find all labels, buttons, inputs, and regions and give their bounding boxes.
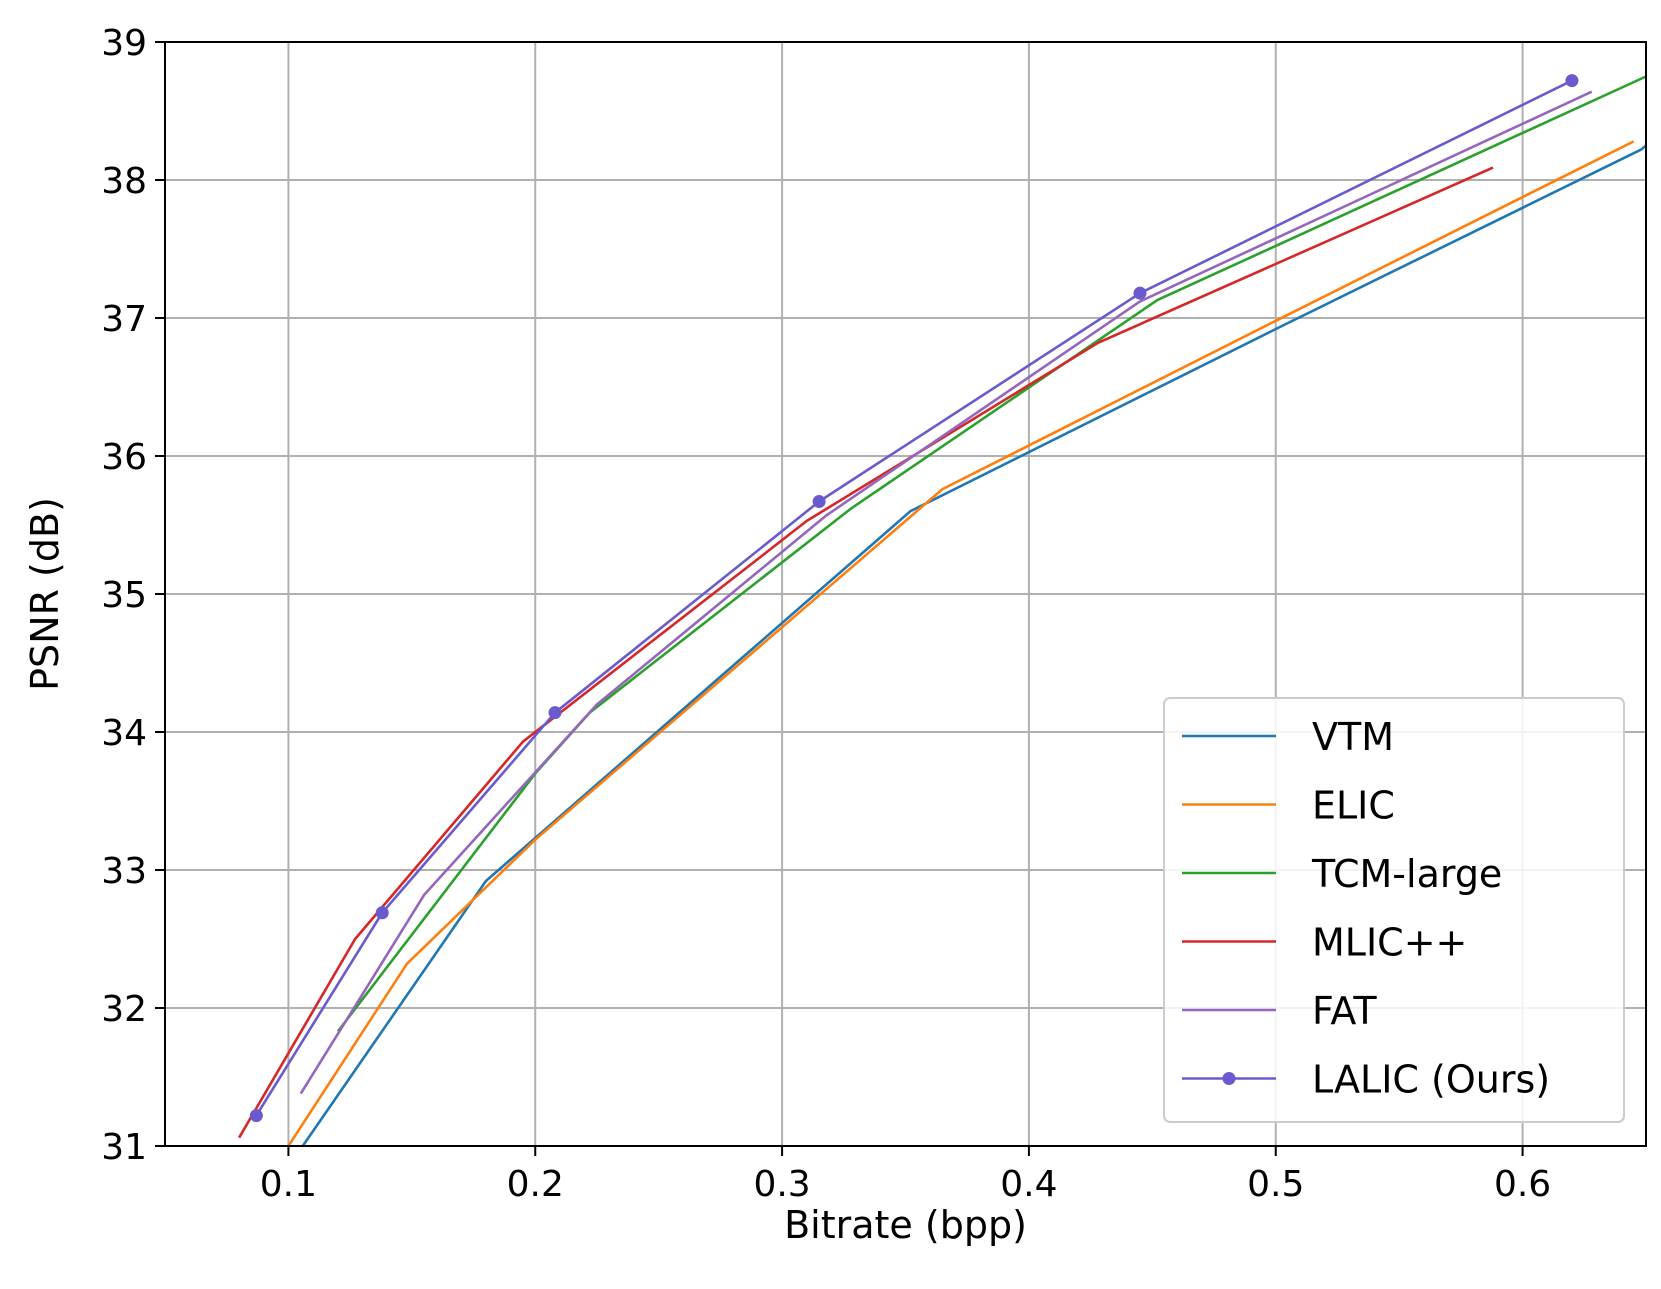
legend: VTM ELIC TCM-large MLIC++ FAT LALIC (Ours) (1163, 697, 1625, 1123)
y-tick-label: 35 (101, 575, 147, 616)
x-tick-label: 0.2 (507, 1164, 564, 1205)
legend-marker-lalic-ours (1222, 1072, 1236, 1085)
y-axis-label: PSNR (dB) (23, 497, 67, 691)
series-line-lalic-ours (255, 79, 1573, 1117)
x-tick-label: 0.1 (260, 1164, 317, 1205)
x-axis-label: Bitrate (bpp) (784, 1203, 1027, 1247)
data-point-lalic-ours (249, 1109, 263, 1123)
series-line-mlic (237, 166, 1494, 1139)
y-tick-label: 31 (101, 1127, 147, 1168)
x-tick-label: 0.6 (1494, 1164, 1551, 1205)
data-point-lalic-ours (812, 495, 826, 509)
legend-label-elic: ELIC (1312, 784, 1395, 828)
series-line-elic (287, 140, 1635, 1146)
y-tick-label: 33 (101, 851, 147, 892)
series-line-tcm-large (336, 75, 1646, 1033)
data-point-lalic-ours (548, 706, 562, 720)
data-point-lalic-ours (1133, 286, 1147, 300)
axis-ticks: 0.1 0.2 0.3 0.4 0.5 0.6 31 32 33 34 35 36 37 38 39 (101, 23, 1551, 1205)
legend-label-fat: FAT (1312, 989, 1377, 1033)
legend-box (1163, 697, 1625, 1123)
series-line-fat (299, 90, 1593, 1095)
y-tick-label: 38 (101, 161, 147, 202)
y-tick-label: 34 (101, 713, 147, 754)
series-lines (237, 74, 1646, 1146)
legend-label-lalic-ours: LALIC (Ours) (1312, 1058, 1550, 1102)
y-tick-label: 36 (101, 437, 147, 478)
y-tick-label: 39 (101, 23, 147, 64)
legend-label-vtm: VTM (1312, 715, 1394, 759)
x-tick-label: 0.4 (1000, 1164, 1057, 1205)
y-tick-label: 32 (101, 989, 147, 1030)
data-point-lalic-ours (375, 906, 389, 920)
x-tick-label: 0.5 (1247, 1164, 1304, 1205)
x-tick-label: 0.3 (753, 1164, 810, 1205)
legend-label-tcm-large: TCM-large (1311, 852, 1502, 896)
data-point-lalic-ours (1565, 74, 1579, 88)
series-line-vtm (301, 144, 1646, 1146)
legend-label-mlic: MLIC++ (1312, 921, 1467, 965)
y-tick-label: 37 (101, 299, 147, 340)
